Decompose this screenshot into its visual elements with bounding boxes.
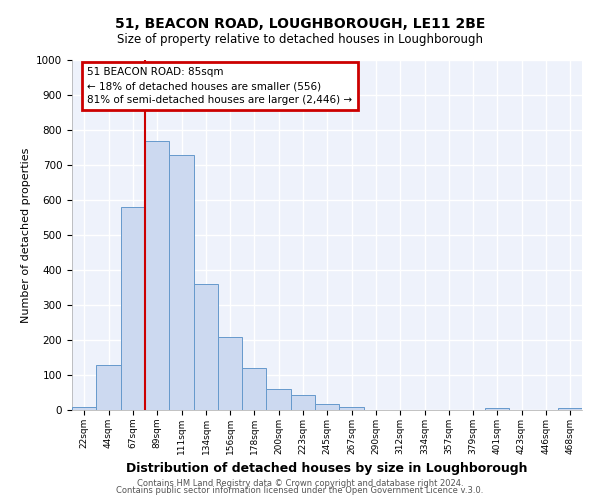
Bar <box>291 396 315 410</box>
Bar <box>242 368 266 410</box>
Bar <box>72 406 96 410</box>
Y-axis label: Number of detached properties: Number of detached properties <box>20 148 31 322</box>
Bar <box>558 408 582 410</box>
Bar <box>169 154 194 410</box>
Text: Size of property relative to detached houses in Loughborough: Size of property relative to detached ho… <box>117 32 483 46</box>
Bar <box>145 140 169 410</box>
Bar <box>194 284 218 410</box>
Text: Contains public sector information licensed under the Open Government Licence v.: Contains public sector information licen… <box>116 486 484 495</box>
Bar <box>218 336 242 410</box>
Text: Contains HM Land Registry data © Crown copyright and database right 2024.: Contains HM Land Registry data © Crown c… <box>137 478 463 488</box>
Bar <box>315 404 339 410</box>
Bar <box>121 207 145 410</box>
Bar <box>96 364 121 410</box>
Text: 51, BEACON ROAD, LOUGHBOROUGH, LE11 2BE: 51, BEACON ROAD, LOUGHBOROUGH, LE11 2BE <box>115 18 485 32</box>
X-axis label: Distribution of detached houses by size in Loughborough: Distribution of detached houses by size … <box>126 462 528 475</box>
Text: 51 BEACON ROAD: 85sqm
← 18% of detached houses are smaller (556)
81% of semi-det: 51 BEACON ROAD: 85sqm ← 18% of detached … <box>88 67 352 105</box>
Bar <box>266 389 291 410</box>
Bar <box>339 406 364 410</box>
Bar <box>485 408 509 410</box>
